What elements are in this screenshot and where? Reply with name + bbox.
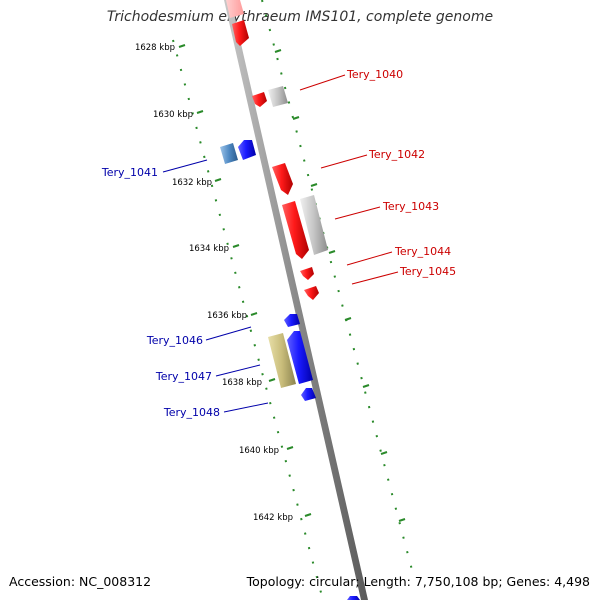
gene-tery-1043-feature[interactable] [282,201,309,259]
accession-text: Accession: NC_008312 [9,574,152,589]
kbp-label-1634: 1634 kbp [189,244,229,254]
kbp-label-1628: 1628 kbp [135,43,175,53]
rna-tery-1043-neighbor[interactable] [300,195,328,255]
gene-label-tery-1041[interactable]: Tery_1041 [101,166,158,179]
gene-label-tery-1045[interactable]: Tery_1045 [399,265,456,278]
gene-tery-1042-feature[interactable] [272,163,293,195]
partial-feature-top[interactable] [232,20,249,46]
kbp-label-1632: 1632 kbp [172,178,212,188]
gene-label-tery-1043[interactable]: Tery_1043 [382,200,439,213]
genome-backbone [224,0,368,600]
gene-tery-1040-feature[interactable] [252,92,267,107]
gene-label-tery-1046[interactable]: Tery_1046 [146,334,203,347]
position-labels: 1628 kbp 1630 kbp 1632 kbp 1634 kbp 1636… [135,43,293,523]
gene-label-tery-1047[interactable]: Tery_1047 [155,370,212,383]
gene-tery-1046-feature[interactable] [284,314,300,327]
kbp-label-1638: 1638 kbp [222,378,262,388]
kbp-label-1642: 1642 kbp [253,513,293,523]
gene-tery-1044-feature[interactable] [300,267,314,280]
gene-label-tery-1044[interactable]: Tery_1044 [394,245,451,258]
gene-label-tery-1048[interactable]: Tery_1048 [163,406,220,419]
gene-label-tery-1042[interactable]: Tery_1042 [368,148,425,161]
genome-title: Trichodesmium erythraeum IMS101, complet… [106,9,494,25]
gene-tery-1045-feature[interactable] [304,286,319,300]
label-leader-lines [162,74,399,413]
kbp-label-1640: 1640 kbp [239,446,279,456]
kbp-label-1636: 1636 kbp [207,311,247,321]
kbp-label-1630: 1630 kbp [153,110,193,120]
gene-tery-1041-steel-feature[interactable] [220,143,238,164]
genome-summary-text: Topology: circular; Length: 7,750,108 bp… [246,574,590,589]
partial-feature-bottom[interactable] [347,596,360,600]
major-ticks [178,44,406,522]
gene-tery-1047-feature[interactable] [268,333,296,388]
gene-tery-1048-feature[interactable] [301,388,316,401]
gene-tery-1047b-feature[interactable] [287,331,313,384]
gene-label-tery-1040[interactable]: Tery_1040 [346,68,403,81]
gene-labels: Tery_1040 Tery_1041 Tery_1042 Tery_1043 … [101,68,456,419]
gene-tery-1041-feature[interactable] [238,140,256,160]
partial-feature-top-faded[interactable] [226,0,244,18]
rna-tery-1040-neighbor[interactable] [268,86,288,107]
